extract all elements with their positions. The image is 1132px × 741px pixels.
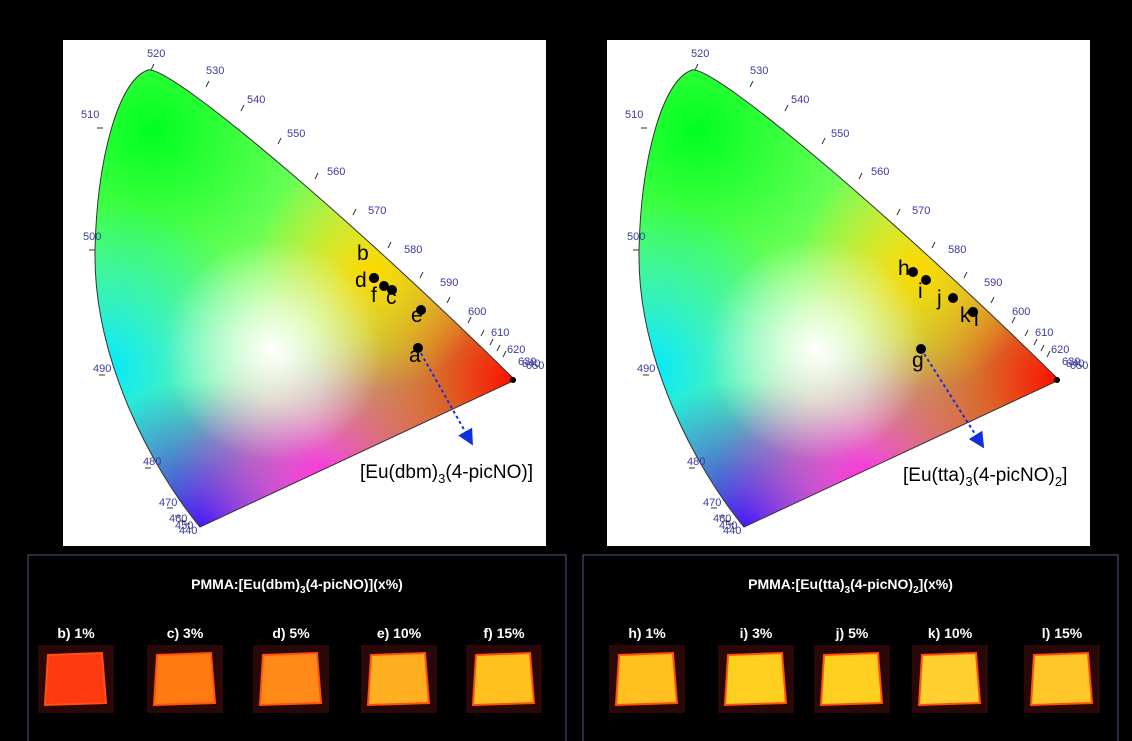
sample-film bbox=[919, 653, 980, 705]
point-label: i bbox=[918, 280, 923, 303]
wavelength-label: 490 bbox=[93, 363, 111, 375]
wavelength-label: 510 bbox=[625, 109, 643, 121]
sample-film bbox=[368, 653, 429, 705]
sample-film bbox=[821, 653, 882, 705]
sample-label: h) 1% bbox=[628, 625, 666, 641]
wavelength-label: 580 bbox=[404, 244, 422, 256]
title-part: PMMA:[Eu(dbm) bbox=[191, 576, 300, 592]
sample-film bbox=[725, 653, 786, 705]
compound-part: 3 bbox=[438, 471, 445, 486]
wavelength-label: 600 bbox=[468, 306, 486, 318]
wavelength-label: 530 bbox=[206, 65, 224, 77]
compound-label: [Eu(dbm)3(4-picNO)] bbox=[360, 462, 533, 486]
title-part: ](x%) bbox=[919, 576, 953, 592]
point-label: l bbox=[974, 308, 979, 331]
white-point-tip bbox=[1054, 377, 1060, 383]
wavelength-label: 520 bbox=[147, 48, 165, 60]
compound-part: [Eu(tta) bbox=[903, 465, 965, 486]
point-label: h bbox=[898, 257, 910, 280]
point-label: a bbox=[409, 344, 421, 367]
compound-part: ] bbox=[1062, 465, 1067, 486]
cie-point bbox=[369, 273, 379, 283]
wavelength-label: 550 bbox=[287, 128, 305, 140]
cie-point bbox=[948, 293, 958, 303]
wavelength-label: 540 bbox=[791, 94, 809, 106]
point-label: f bbox=[371, 284, 377, 307]
sample-label: e) 10% bbox=[377, 625, 422, 641]
point-label: j bbox=[936, 287, 942, 310]
wavelength-label: 480 bbox=[687, 456, 705, 468]
wavelength-label: 500 bbox=[83, 231, 101, 243]
sample-label: j) 5% bbox=[835, 625, 869, 641]
compound-part: [Eu(dbm) bbox=[360, 462, 438, 483]
sample-label: d) 5% bbox=[272, 625, 310, 641]
point-label: k bbox=[960, 304, 971, 327]
sample-film bbox=[260, 653, 321, 705]
wavelength-label: 590 bbox=[440, 277, 458, 289]
sample-label: k) 10% bbox=[928, 625, 973, 641]
compound-part: (4-picNO) bbox=[973, 465, 1055, 486]
wavelength-label: 510 bbox=[81, 109, 99, 121]
compound-part: 2 bbox=[1055, 474, 1062, 489]
sample-film bbox=[473, 653, 534, 705]
point-label: d bbox=[355, 269, 367, 292]
sample-label: f) 15% bbox=[483, 625, 525, 641]
sample-film bbox=[45, 653, 106, 705]
sample-title: PMMA:[Eu(tta)3(4-picNO)2](x%) bbox=[748, 576, 953, 596]
point-label: g bbox=[912, 349, 924, 372]
wavelength-label: 540 bbox=[247, 94, 265, 106]
wavelength-label: 500 bbox=[627, 231, 645, 243]
wavelength-label: 560 bbox=[327, 166, 345, 178]
sample-label: c) 3% bbox=[167, 625, 204, 641]
cie-point bbox=[379, 281, 389, 291]
wavelength-label: 590 bbox=[984, 277, 1002, 289]
sample-label: l) 15% bbox=[1042, 625, 1083, 641]
wavelength-label: 520 bbox=[691, 48, 709, 60]
wavelength-label: 650 bbox=[1070, 360, 1088, 372]
wavelength-label: 530 bbox=[750, 65, 768, 77]
sample-title: PMMA:[Eu(dbm)3(4-picNO)](x%) bbox=[191, 576, 403, 596]
title-part: (4-picNO)](x%) bbox=[306, 576, 403, 592]
point-label: b bbox=[357, 242, 369, 265]
wavelength-label: 650 bbox=[526, 360, 544, 372]
title-part: PMMA:[Eu(tta) bbox=[748, 576, 844, 592]
title-part: (4-picNO) bbox=[850, 576, 913, 592]
figure: 5205305405505605705805906006106206306406… bbox=[0, 0, 1132, 741]
wavelength-label: 550 bbox=[831, 128, 849, 140]
compound-part: (4-picNO)] bbox=[445, 462, 533, 483]
wavelength-label: 610 bbox=[491, 327, 509, 339]
compound-label: [Eu(tta)3(4-picNO)2] bbox=[903, 465, 1067, 489]
wavelength-label: 480 bbox=[143, 456, 161, 468]
wavelength-label: 470 bbox=[703, 497, 721, 509]
wavelength-label: 560 bbox=[871, 166, 889, 178]
wavelength-label: 490 bbox=[637, 363, 655, 375]
wavelength-label: 570 bbox=[368, 205, 386, 217]
wavelength-label: 620 bbox=[1051, 344, 1069, 356]
wavelength-label: 600 bbox=[1012, 306, 1030, 318]
wavelength-label: 580 bbox=[948, 244, 966, 256]
sample-film bbox=[1031, 653, 1092, 705]
wavelength-label: 570 bbox=[912, 205, 930, 217]
wavelength-label: 610 bbox=[1035, 327, 1053, 339]
compound-part: 3 bbox=[965, 474, 972, 489]
gamut-color bbox=[163, 240, 383, 460]
wavelength-label: 440 bbox=[179, 525, 197, 537]
sample-label: b) 1% bbox=[57, 625, 95, 641]
point-label: e bbox=[411, 304, 423, 327]
sample-film bbox=[616, 653, 677, 705]
wavelength-label: 440 bbox=[723, 525, 741, 537]
gamut-color bbox=[707, 240, 927, 460]
wavelength-label: 470 bbox=[159, 497, 177, 509]
wavelength-label: 620 bbox=[507, 344, 525, 356]
sample-film bbox=[154, 653, 215, 705]
white-point-tip bbox=[510, 377, 516, 383]
sample-label: i) 3% bbox=[740, 625, 773, 641]
